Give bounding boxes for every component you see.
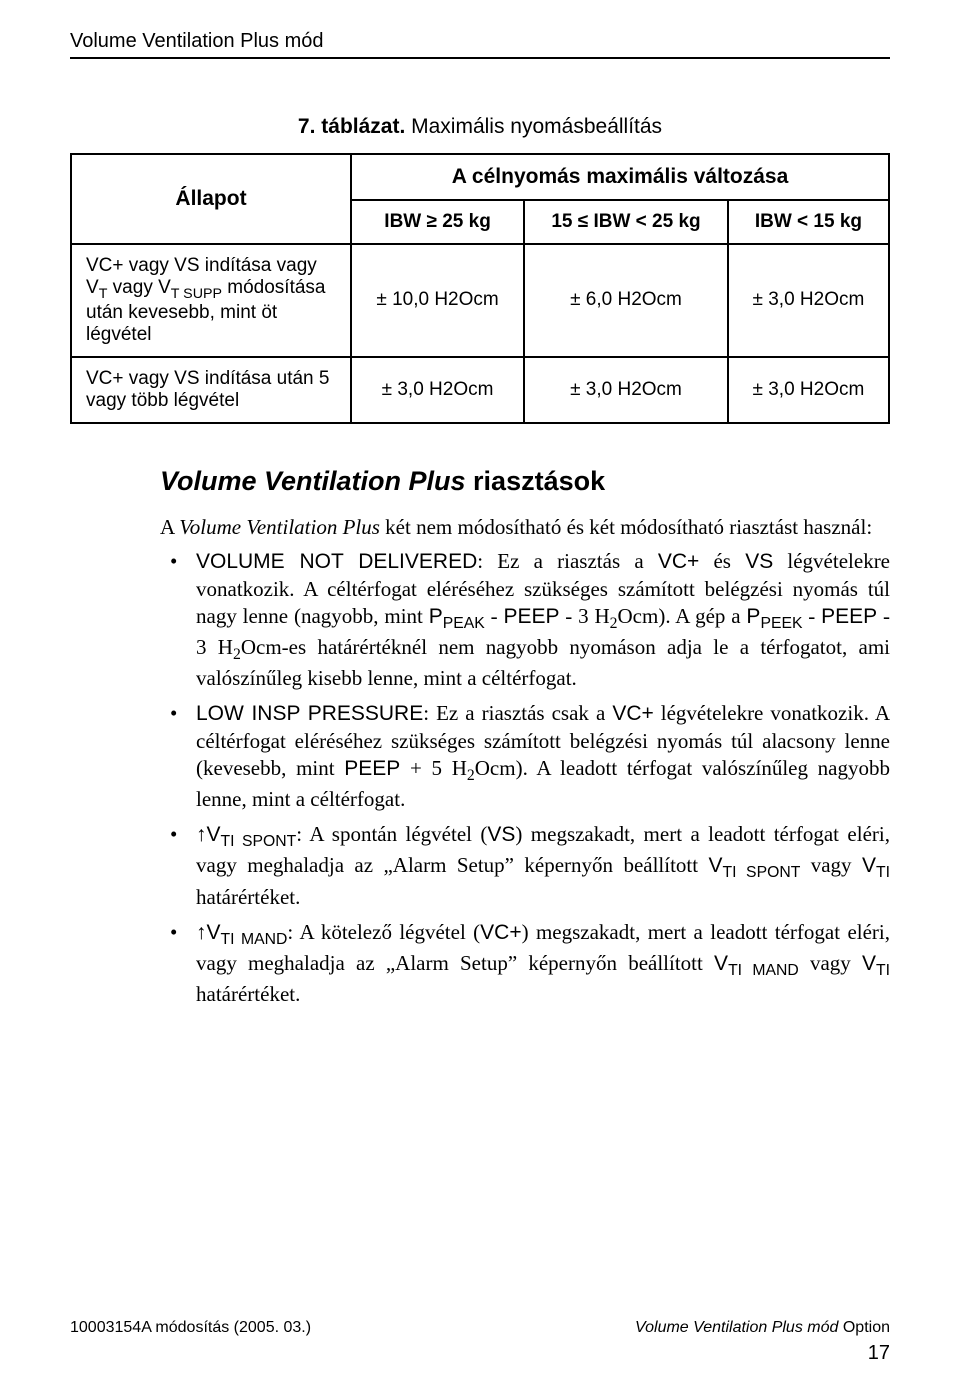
- row1-c2: ± 3,0 H2Ocm: [524, 357, 728, 423]
- table-caption: 7. táblázat. Maximális nyomásbeállítás: [70, 115, 890, 139]
- bullet-list: VOLUME NOT DELIVERED: Ez a riasztás a VC…: [160, 548, 890, 1008]
- footer-left: 10003154A módosítás (2005. 03.): [70, 1319, 311, 1337]
- row0-label: VC+ vagy VS indítása vagy VT vagy VT SUP…: [71, 244, 351, 357]
- bullet-item: ↑VTI SPONT: A spontán légvétel (VS) megs…: [160, 821, 890, 911]
- row1-label: VC+ vagy VS indítása után 5 vagy több lé…: [71, 357, 351, 423]
- col-ibw-ge-25: IBW ≥ 25 kg: [351, 200, 524, 244]
- bullet-item: ↑VTI MAND: A kötelező légvétel (VC+) meg…: [160, 919, 890, 1009]
- header-rule: [70, 57, 890, 59]
- page-header: Volume Ventilation Plus mód: [70, 30, 890, 53]
- intro-italic: Volume Ventilation Plus: [179, 515, 380, 539]
- page-footer: 10003154A módosítás (2005. 03.) Volume V…: [70, 1319, 890, 1337]
- row0-c1: ± 10,0 H2Ocm: [351, 244, 524, 357]
- title-rest: riasztások: [466, 466, 606, 496]
- table-row: VC+ vagy VS indítása után 5 vagy több lé…: [71, 357, 889, 423]
- section-intro: A Volume Ventilation Plus két nem módosí…: [160, 515, 890, 540]
- th-state: Állapot: [71, 154, 351, 244]
- page-number: 17: [868, 1342, 890, 1365]
- footer-right-italic: Volume Ventilation Plus mód: [635, 1319, 838, 1336]
- table-7: Állapot A célnyomás maximális változása …: [70, 153, 890, 424]
- section-title: Volume Ventilation Plus riasztások: [160, 466, 890, 497]
- table-row: VC+ vagy VS indítása vagy VT vagy VT SUP…: [71, 244, 889, 357]
- title-italic: Volume Ventilation Plus: [160, 466, 466, 496]
- row0-c3: ± 3,0 H2Ocm: [728, 244, 889, 357]
- intro-post: két nem módosítható és két módosítható r…: [380, 515, 872, 539]
- bullet-item: VOLUME NOT DELIVERED: Ez a riasztás a VC…: [160, 548, 890, 692]
- footer-right-rest: Option: [838, 1319, 890, 1336]
- row1-c1: ± 3,0 H2Ocm: [351, 357, 524, 423]
- footer-right: Volume Ventilation Plus mód Option: [635, 1319, 890, 1337]
- row0-c2: ± 6,0 H2Ocm: [524, 244, 728, 357]
- th-span: A célnyomás maximális változása: [351, 154, 889, 200]
- caption-rest: Maximális nyomásbeállítás: [405, 115, 662, 138]
- col-ibw-lt-15: IBW < 15 kg: [728, 200, 889, 244]
- intro-pre: A: [160, 515, 179, 539]
- bullet-item: LOW INSP PRESSURE: Ez a riasztás csak a …: [160, 700, 890, 813]
- caption-prefix: 7. táblázat.: [298, 115, 405, 138]
- row1-c3: ± 3,0 H2Ocm: [728, 357, 889, 423]
- col-ibw-15-25: 15 ≤ IBW < 25 kg: [524, 200, 728, 244]
